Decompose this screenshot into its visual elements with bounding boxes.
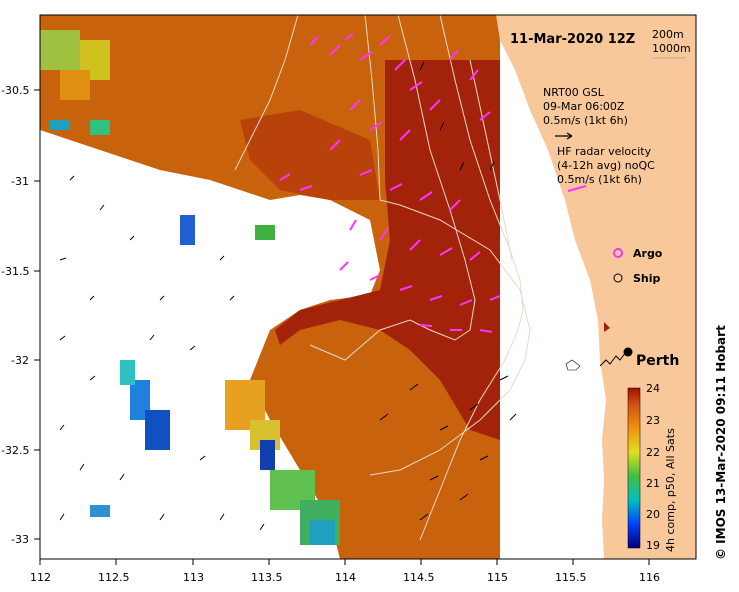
city-label: Perth xyxy=(636,353,679,369)
colorbar xyxy=(627,387,641,549)
cloud-gap xyxy=(40,150,345,559)
colorbar-ticks: 24 23 22 21 20 19 xyxy=(646,382,660,552)
map-area xyxy=(40,15,696,559)
y-tick-31-5: -31.5 xyxy=(1,265,29,278)
contour-line xyxy=(419,15,524,541)
nrt-date: 09-Mar 06:00Z xyxy=(543,100,625,113)
contour-line xyxy=(234,15,299,171)
sst-hot-field xyxy=(275,60,500,440)
depth-label-1000m: 1000m xyxy=(652,42,691,55)
x-tick-114-5: 114.5 xyxy=(403,571,435,584)
colorbar-tick-21: 21 xyxy=(646,477,660,490)
x-tick-114: 114 xyxy=(335,571,356,584)
perth-marker[interactable] xyxy=(623,347,633,357)
colorbar-tick-20: 20 xyxy=(646,508,660,521)
argo-marker xyxy=(613,248,623,258)
contour-line xyxy=(364,15,531,476)
hf-subtitle: (4-12h avg) noQC xyxy=(557,159,655,172)
map-title: 11-Mar-2020 12Z xyxy=(510,32,635,47)
x-tick-113-5: 113.5 xyxy=(251,571,283,584)
y-axis: -30.5 -31 -31.5 -32 -32.5 -33 xyxy=(1,84,40,546)
colorbar-tick-22: 22 xyxy=(646,446,660,459)
hf-scale-arrow xyxy=(567,185,587,192)
colorbar-label: 4h comp, p50, All Sats xyxy=(664,428,677,552)
hf-title: HF radar velocity xyxy=(557,145,652,158)
x-axis: 112 112.5 113 113.5 114 114.5 115 115.5 … xyxy=(30,559,660,584)
colorbar-tick-23: 23 xyxy=(646,414,660,427)
hf-scale: 0.5m/s (1kt 6h) xyxy=(557,173,642,186)
land-mass[interactable] xyxy=(496,15,696,559)
hf-radar-vectors xyxy=(279,33,501,333)
x-tick-113: 113 xyxy=(183,571,204,584)
depth-label-200m: 200m xyxy=(652,28,684,41)
x-tick-115: 115 xyxy=(487,571,508,584)
credit-text: © IMOS 13-Mar-2020 09:11 Hobart xyxy=(714,325,728,560)
model-vectors xyxy=(59,61,517,531)
map-frame xyxy=(39,14,697,560)
x-tick-112: 112 xyxy=(30,571,51,584)
ship-label: Ship xyxy=(633,272,661,285)
y-tick-31: -31 xyxy=(11,175,29,188)
nrt-scale: 0.5m/s (1kt 6h) xyxy=(543,114,628,127)
cloud-edge-pixels xyxy=(40,30,340,545)
colorbar-tick-19: 19 xyxy=(646,539,660,552)
nrt-title: NRT00 GSL xyxy=(543,86,605,99)
x-tick-116: 116 xyxy=(639,571,660,584)
ship-marker xyxy=(613,273,623,283)
colorbar-tick-24: 24 xyxy=(646,382,660,395)
y-tick-30-5: -30.5 xyxy=(1,84,29,97)
contour-line xyxy=(309,15,476,361)
argo-label: Argo xyxy=(633,247,663,260)
y-tick-32: -32 xyxy=(11,354,29,367)
y-tick-33: -33 xyxy=(11,533,29,546)
perth-coast-detail xyxy=(599,351,627,367)
y-tick-32-5: -32.5 xyxy=(1,444,29,457)
x-tick-112-5: 112.5 xyxy=(98,571,130,584)
x-tick-115-5: 115.5 xyxy=(555,571,587,584)
